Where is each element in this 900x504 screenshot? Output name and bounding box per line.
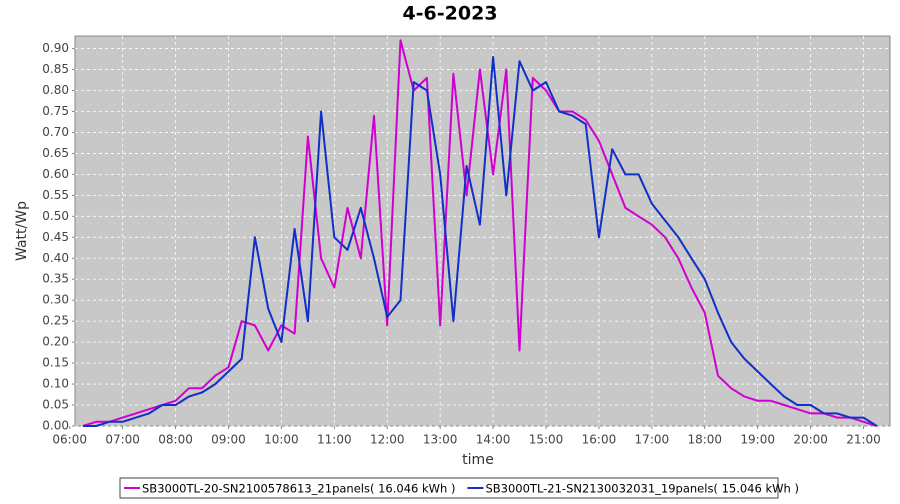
y-tick-label: 0.80 [42,83,69,97]
legend-label: SB3000TL-21-SN2130032031_19panels( 15.04… [485,482,798,496]
x-tick-label: 14:00 [476,433,511,447]
x-tick-label: 06:00 [52,433,87,447]
y-tick-label: 0.85 [42,62,69,76]
legend-label: SB3000TL-20-SN2100578613_21panels( 16.04… [142,482,455,496]
series-line [82,39,878,427]
x-tick-label: 20:00 [793,433,828,447]
y-tick-label: 0.55 [42,188,69,202]
chart-title: 4-6-2023 [402,3,497,25]
x-axis-label: time [462,452,494,468]
y-tick-label: 0.40 [42,251,69,265]
y-tick-label: 0.65 [42,146,69,160]
x-tick-label: 15:00 [529,433,564,447]
y-tick-label: 0.50 [42,209,69,223]
x-tick-label: 07:00 [105,433,140,447]
y-tick-label: 0.35 [42,272,69,286]
x-tick-label: 12:00 [370,433,405,447]
y-tick-label: 0.20 [42,335,69,349]
y-tick-label: 0.25 [42,314,69,328]
x-tick-label: 13:00 [423,433,458,447]
x-tick-label: 19:00 [740,433,775,447]
y-tick-label: 0.75 [42,104,69,118]
x-tick-label: 16:00 [582,433,617,447]
y-axis-label: Watt/Wp [14,201,30,261]
x-tick-label: 08:00 [158,433,193,447]
y-tick-label: 0.30 [42,293,69,307]
y-tick-label: 0.60 [42,167,69,181]
x-tick-label: 10:00 [264,433,299,447]
x-tick-label: 21:00 [846,433,881,447]
legend [119,477,779,499]
y-tick-label: 0.90 [42,41,69,55]
y-tick-label: 0.10 [42,377,69,391]
plot-area [74,35,891,427]
x-tick-label: 17:00 [635,433,670,447]
y-tick-label: 0.05 [42,398,69,412]
y-tick-label: 0.45 [42,230,69,244]
y-tick-label: 0.15 [42,356,69,370]
x-tick-label: 18:00 [687,433,722,447]
x-tick-label: 09:00 [211,433,246,447]
y-tick-label: 0.70 [42,125,69,139]
x-tick-label: 11:00 [317,433,352,447]
y-tick-label: 0.00 [42,419,69,433]
series-line [82,56,878,427]
